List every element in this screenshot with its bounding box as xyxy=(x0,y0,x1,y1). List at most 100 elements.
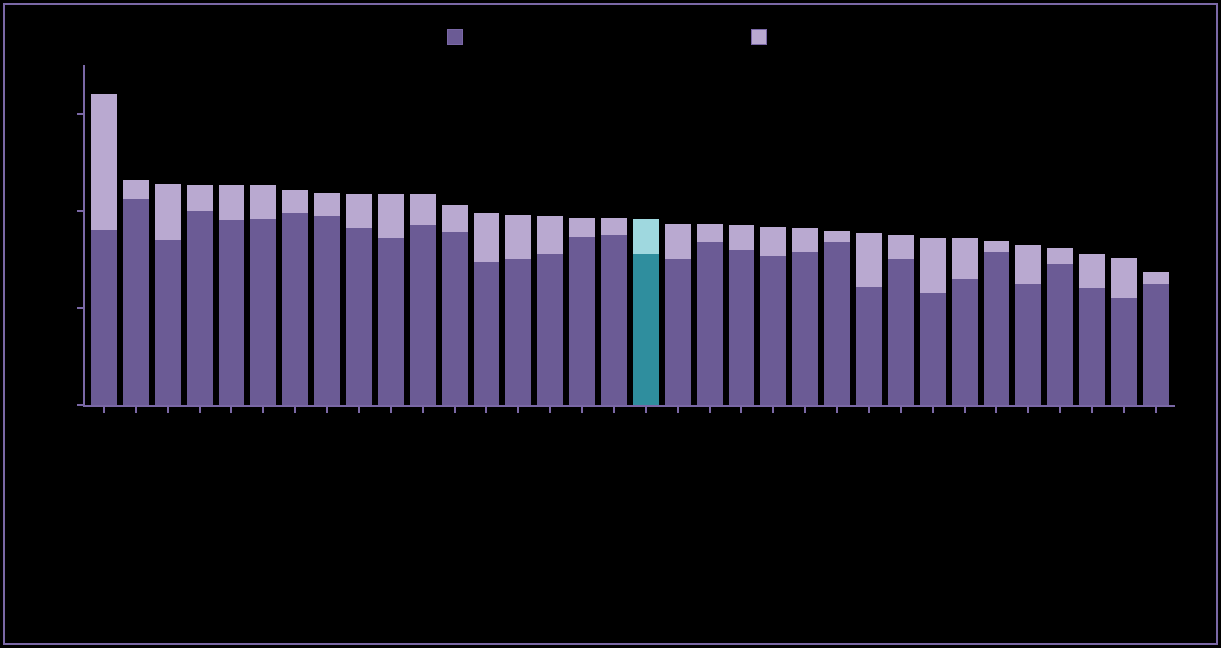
bar xyxy=(91,65,117,405)
bar xyxy=(1079,65,1105,405)
bar-segment-upper xyxy=(792,228,818,251)
bar-segment-upper xyxy=(123,180,149,199)
bar xyxy=(1143,65,1169,405)
bar-segment-lower xyxy=(952,279,978,405)
bar xyxy=(665,65,691,405)
x-tick xyxy=(103,407,105,413)
bar xyxy=(442,65,468,405)
bar-segment-upper xyxy=(537,216,563,255)
bar-segment-lower xyxy=(314,216,340,405)
bar-segment-upper xyxy=(314,193,340,215)
bar-segment-upper xyxy=(1143,272,1169,284)
bar xyxy=(282,65,308,405)
bar-segment-upper xyxy=(920,238,946,293)
bar-segment-upper xyxy=(760,227,786,256)
chart-frame xyxy=(3,3,1218,645)
bar-segment-lower xyxy=(282,213,308,405)
bar xyxy=(569,65,595,405)
x-axis xyxy=(83,405,1175,409)
bar-segment-lower xyxy=(888,259,914,405)
bar-segment-lower xyxy=(250,219,276,406)
bar-segment-upper xyxy=(219,185,245,220)
bar-segment-lower xyxy=(155,240,181,405)
bar-segment-lower xyxy=(984,252,1010,405)
bar xyxy=(1015,65,1041,405)
x-tick xyxy=(804,407,806,413)
bar xyxy=(155,65,181,405)
bar xyxy=(792,65,818,405)
bar xyxy=(250,65,276,405)
legend-swatch-2 xyxy=(751,29,767,45)
legend xyxy=(5,29,1216,45)
bar-segment-upper xyxy=(856,233,882,286)
x-tick xyxy=(932,407,934,413)
x-tick xyxy=(1091,407,1093,413)
bar xyxy=(123,65,149,405)
bar-segment-upper xyxy=(1079,254,1105,288)
bar xyxy=(888,65,914,405)
x-tick xyxy=(900,407,902,413)
y-tick xyxy=(77,307,83,309)
bar xyxy=(378,65,404,405)
bar xyxy=(633,65,659,405)
x-tick xyxy=(1123,407,1125,413)
bar xyxy=(952,65,978,405)
bar xyxy=(410,65,436,405)
bar-segment-upper xyxy=(601,218,627,235)
bar-segment-lower xyxy=(824,242,850,405)
x-tick xyxy=(677,407,679,413)
bar-segment-upper xyxy=(1015,245,1041,284)
bar xyxy=(346,65,372,405)
bar-segment-upper xyxy=(410,194,436,225)
x-tick xyxy=(709,407,711,413)
bar-segment-lower xyxy=(537,254,563,405)
legend-item-2 xyxy=(751,29,775,45)
bar-segment-lower xyxy=(633,254,659,405)
bar-segment-lower xyxy=(1015,284,1041,405)
bar-segment-upper xyxy=(378,194,404,238)
x-tick xyxy=(135,407,137,413)
bar-segment-lower xyxy=(697,242,723,405)
x-tick xyxy=(358,407,360,413)
bar-segment-lower xyxy=(856,287,882,406)
y-tick xyxy=(77,113,83,115)
bar-segment-lower xyxy=(665,259,691,405)
bar-segment-lower xyxy=(1079,288,1105,405)
bar-segment-upper xyxy=(665,224,691,259)
bar-segment-upper xyxy=(888,235,914,259)
bar-segment-lower xyxy=(123,199,149,405)
bar xyxy=(1111,65,1137,405)
bar-segment-upper xyxy=(187,185,213,211)
bar-segment-lower xyxy=(601,235,627,405)
bar-segment-upper xyxy=(952,238,978,279)
bar-segment-lower xyxy=(1143,284,1169,405)
bar xyxy=(1047,65,1073,405)
bar xyxy=(187,65,213,405)
x-tick xyxy=(262,407,264,413)
bar xyxy=(984,65,1010,405)
y-tick xyxy=(77,404,83,406)
x-tick xyxy=(1027,407,1029,413)
bar-segment-upper xyxy=(155,184,181,240)
bar-segment-lower xyxy=(760,256,786,405)
bar-segment-upper xyxy=(346,194,372,228)
x-tick xyxy=(964,407,966,413)
x-tick xyxy=(613,407,615,413)
bars-container xyxy=(85,65,1175,405)
bar-segment-lower xyxy=(346,228,372,405)
bar-segment-upper xyxy=(824,231,850,242)
bar xyxy=(474,65,500,405)
bar-segment-upper xyxy=(505,215,531,260)
bar-segment-upper xyxy=(91,94,117,230)
bar xyxy=(824,65,850,405)
bar-segment-lower xyxy=(442,232,468,405)
bar-segment-upper xyxy=(697,224,723,241)
x-tick xyxy=(1059,407,1061,413)
x-tick xyxy=(230,407,232,413)
x-tick xyxy=(645,407,647,413)
bar-segment-lower xyxy=(920,293,946,405)
x-tick xyxy=(199,407,201,413)
bar-segment-lower xyxy=(91,230,117,405)
bar-segment-upper xyxy=(282,190,308,212)
bar-segment-lower xyxy=(378,238,404,405)
